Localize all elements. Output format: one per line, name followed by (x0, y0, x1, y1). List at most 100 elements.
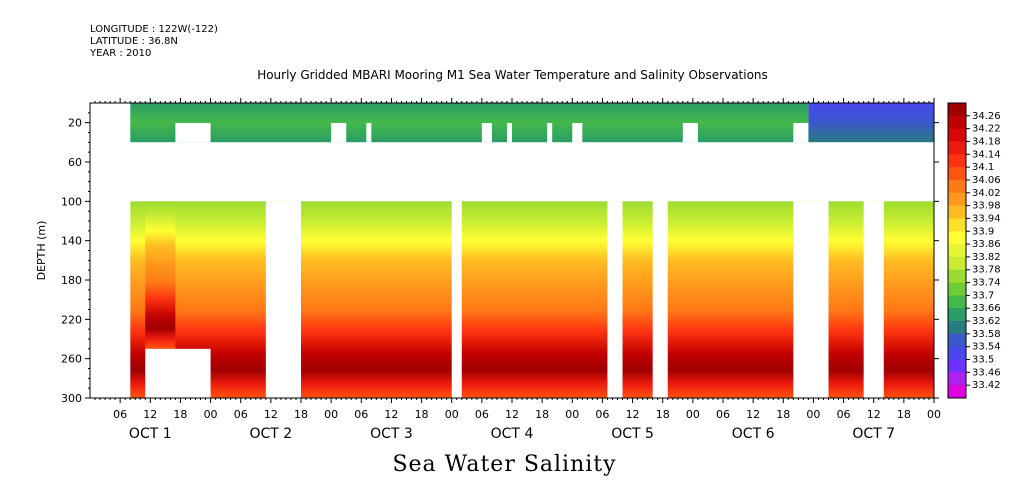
colorbar-swatch (948, 141, 966, 155)
colorbar-label: 33.9 (972, 226, 994, 237)
x-tick-label: 12 (264, 408, 278, 421)
colorbar-label: 34.14 (972, 149, 1001, 160)
metadata-block: LONGITUDE : 122W(-122) LATITUDE : 36.8N … (90, 24, 218, 60)
colorbar-swatch (948, 192, 966, 207)
colorbar-label: 34.26 (972, 111, 1001, 122)
day-label: OCT 5 (611, 426, 654, 442)
x-tick-label: 06 (234, 408, 248, 421)
missing-data-gap (145, 348, 211, 398)
colorbar-swatch (948, 218, 966, 232)
colorbar-swatch (948, 128, 966, 142)
day-label: OCT 1 (129, 426, 172, 442)
x-tick-label: 18 (294, 408, 308, 421)
y-tick-label: 140 (61, 235, 82, 248)
colorbar-label: 34.18 (972, 136, 1001, 147)
day-label: OCT 4 (491, 426, 534, 442)
colorbar-label: 34.1 (972, 162, 994, 173)
x-tick-label: 12 (867, 408, 881, 421)
missing-surface-gap (90, 103, 131, 143)
colorbar-label: 33.7 (972, 290, 994, 301)
x-tick-label: 00 (324, 408, 338, 421)
x-tick-label: 06 (113, 408, 127, 421)
x-tick-label: 06 (475, 408, 489, 421)
variable-title: Sea Water Salinity (392, 452, 617, 477)
colorbar-label: 33.5 (972, 355, 994, 366)
y-axis-label: DEPTH (m) (35, 221, 48, 281)
y-tick-label: 220 (61, 313, 82, 326)
chart-title: Hourly Gridded MBARI Mooring M1 Sea Wate… (257, 68, 768, 82)
colorbar-swatch (948, 115, 966, 130)
x-tick-label: 18 (776, 408, 790, 421)
y-tick-label: 20 (68, 117, 82, 130)
longitude-label: LONGITUDE : 122W(-122) (90, 24, 218, 35)
colorbar-label: 34.02 (972, 188, 1001, 199)
colorbar-swatch (948, 308, 966, 322)
x-tick-label: 06 (837, 408, 851, 421)
colorbar-label: 33.74 (972, 278, 1001, 289)
missing-surface-gap (366, 123, 372, 143)
missing-surface-gap (547, 123, 553, 143)
colorbar-swatch (948, 244, 966, 258)
x-tick-label: 12 (505, 408, 519, 421)
missing-surface-gap (682, 123, 698, 143)
latitude-label: LATITUDE : 36.8N (90, 36, 178, 47)
colorbar-label: 34.06 (972, 175, 1001, 186)
colorbar-label: 33.54 (972, 342, 1001, 353)
plot-area (90, 103, 934, 398)
missing-surface-gap (506, 123, 512, 143)
x-tick-label: 12 (626, 408, 640, 421)
x-tick-label: 00 (686, 408, 700, 421)
colorbar-swatch (948, 295, 966, 309)
x-tick-label: 12 (143, 408, 157, 421)
colorbar-swatch (948, 372, 966, 386)
colorbar-swatch (948, 231, 966, 245)
colorbar-swatch (948, 385, 966, 399)
salinity-field-surface-low (808, 103, 934, 143)
missing-data-gap (265, 201, 301, 398)
x-tick-label: 06 (595, 408, 609, 421)
colorbar-frame (947, 102, 967, 399)
missing-data-gap (451, 201, 462, 398)
x-tick-label: 18 (535, 408, 549, 421)
x-tick-label: 18 (415, 408, 429, 421)
y-tick-label: 180 (61, 274, 82, 287)
y-tick-label: 100 (61, 195, 82, 208)
colorbar-swatch (948, 359, 966, 373)
colorbar-swatch (948, 167, 966, 181)
missing-surface-gap (331, 123, 347, 143)
x-tick-label: 18 (173, 408, 187, 421)
x-tick-label: 06 (354, 408, 368, 421)
missing-data-gap (607, 201, 623, 398)
day-label: OCT 6 (732, 426, 775, 442)
colorbar-label: 33.86 (972, 239, 1001, 250)
x-tick-label: 06 (716, 408, 730, 421)
colorbar-label: 33.58 (972, 329, 1001, 340)
colorbar-swatch (948, 346, 966, 361)
colorbar-label: 33.46 (972, 367, 1001, 378)
salinity-field-oct1 (145, 201, 176, 349)
missing-data-gap (652, 201, 668, 398)
y-tick-label: 300 (61, 392, 82, 405)
x-tick-label: 00 (445, 408, 459, 421)
x-tick-label: 12 (746, 408, 760, 421)
x-tick-label: 00 (565, 408, 579, 421)
x-tick-label: 00 (204, 408, 218, 421)
missing-data-gap (863, 201, 884, 398)
colorbar-label: 33.94 (972, 213, 1001, 224)
missing-mid-layer (130, 142, 934, 182)
missing-surface-gap (793, 123, 809, 143)
x-tick-label: 12 (384, 408, 398, 421)
axes: 20 60 100 140 180 220 260 300 DEPTH (m) 06 12 18 00 0… (35, 98, 941, 442)
colorbar-swatch (948, 103, 966, 117)
day-label: OCT 3 (370, 426, 413, 442)
x-tick-label: 00 (927, 408, 941, 421)
missing-data-gap (793, 201, 829, 398)
missing-surface-gap (481, 123, 492, 143)
colorbar-swatch (948, 205, 966, 219)
day-label: OCT 7 (852, 426, 895, 442)
x-tick-label: 18 (656, 408, 670, 421)
colorbar-label: 34.22 (972, 124, 1001, 135)
missing-surface-gap (175, 123, 211, 143)
colorbar-label: 33.62 (972, 316, 1001, 327)
colorbar: 34.2634.2234.1834.1434.134.0634.0233.983… (947, 102, 1001, 399)
